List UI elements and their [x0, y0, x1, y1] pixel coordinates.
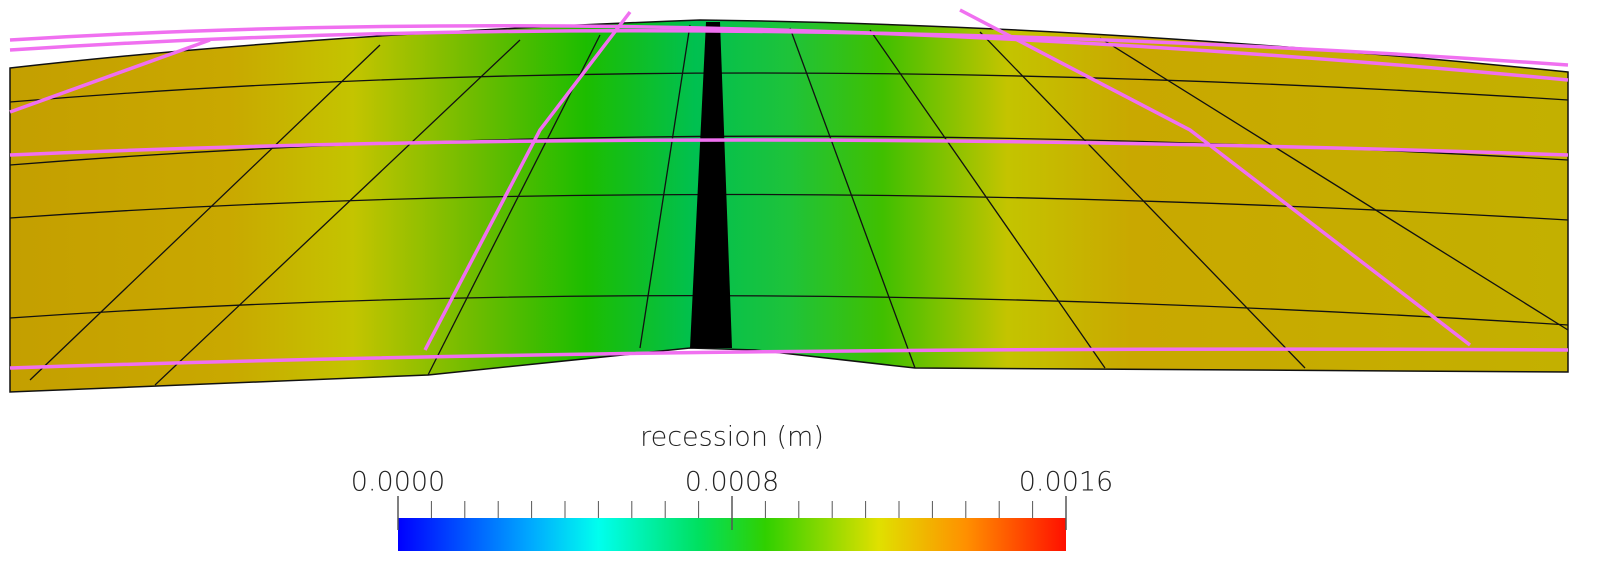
tick-label: 0.0016 [1019, 467, 1113, 498]
tick-label: 0.0000 [351, 467, 445, 498]
surface [9, 8, 1569, 393]
tick-label: 0.0008 [685, 467, 779, 498]
colorbar-title: recession (m) [640, 422, 824, 453]
